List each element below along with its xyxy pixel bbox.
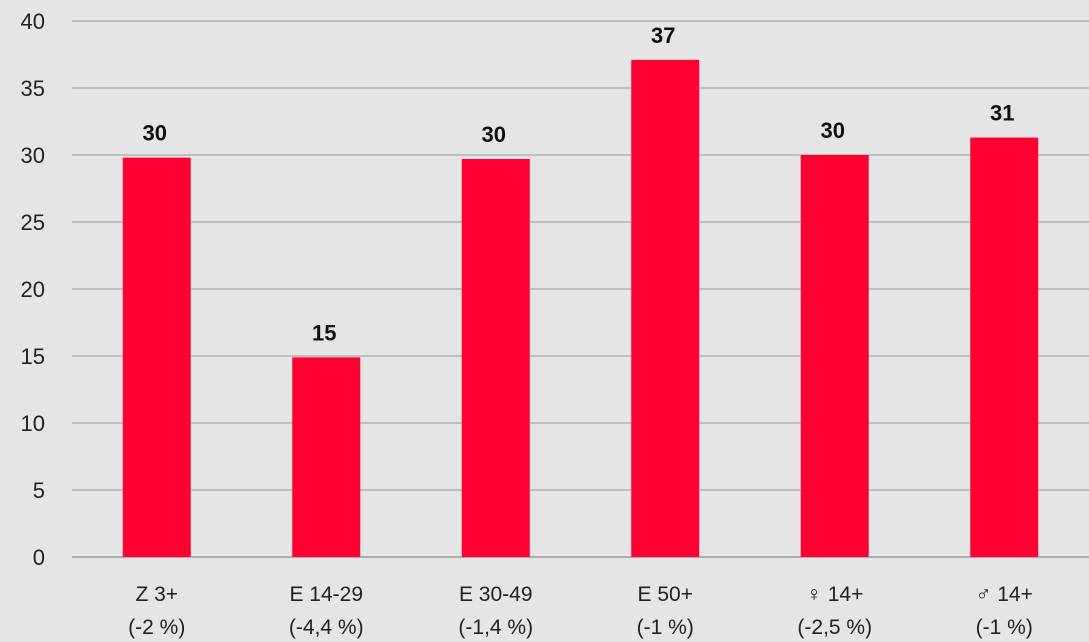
x-tick-sublabel: (-1 %) xyxy=(637,616,694,639)
y-tick-label: 25 xyxy=(21,210,45,235)
data-label: 30 xyxy=(482,122,506,147)
data-label: 30 xyxy=(821,118,845,143)
bars xyxy=(122,59,1039,558)
y-tick-label: 30 xyxy=(21,143,45,168)
x-tick-sublabel: (-2 %) xyxy=(128,616,185,639)
x-tick-sublabel: (-2,5 %) xyxy=(797,616,872,639)
bar-4 xyxy=(631,59,700,558)
bar-1 xyxy=(122,157,191,557)
data-label: 30 xyxy=(143,121,167,146)
y-tick-label: 35 xyxy=(21,76,45,101)
x-tick-label: ♂ 14+ xyxy=(976,583,1033,606)
x-tick-label: ♀ 14+ xyxy=(806,583,863,606)
bar-2 xyxy=(292,357,361,557)
y-tick-label: 10 xyxy=(21,411,45,436)
data-label: 37 xyxy=(651,23,675,48)
y-tick-label: 15 xyxy=(21,344,45,369)
grid-lines xyxy=(72,20,1089,558)
x-tick-sublabel: (-4,4 %) xyxy=(289,616,364,639)
y-axis-ticks: 0 5 10 15 20 25 30 35 40 xyxy=(21,9,45,570)
bar-5 xyxy=(800,155,869,557)
x-tick-label: E 30-49 xyxy=(459,583,533,606)
x-tick-label: E 50+ xyxy=(638,583,693,606)
y-tick-label: 20 xyxy=(21,277,45,302)
x-tick-sublabel: (-1,4 %) xyxy=(458,616,533,639)
y-tick-label: 5 xyxy=(33,478,45,503)
x-tick-label: E 14-29 xyxy=(289,583,363,606)
x-tick-label: Z 3+ xyxy=(135,583,178,606)
y-tick-label: 40 xyxy=(21,9,45,34)
x-axis-ticks: Z 3+ (-2 %) E 14-29 (-4,4 %) E 30-49 (-1,4 %)… xyxy=(128,583,1033,639)
y-tick-label: 0 xyxy=(33,545,45,570)
data-label: 31 xyxy=(990,101,1014,126)
bar-6 xyxy=(970,137,1039,557)
data-labels: 30 15 30 37 30 31 xyxy=(143,23,1015,345)
x-tick-sublabel: (-1 %) xyxy=(976,616,1033,639)
data-label: 15 xyxy=(312,320,336,345)
bar-3 xyxy=(461,159,530,557)
